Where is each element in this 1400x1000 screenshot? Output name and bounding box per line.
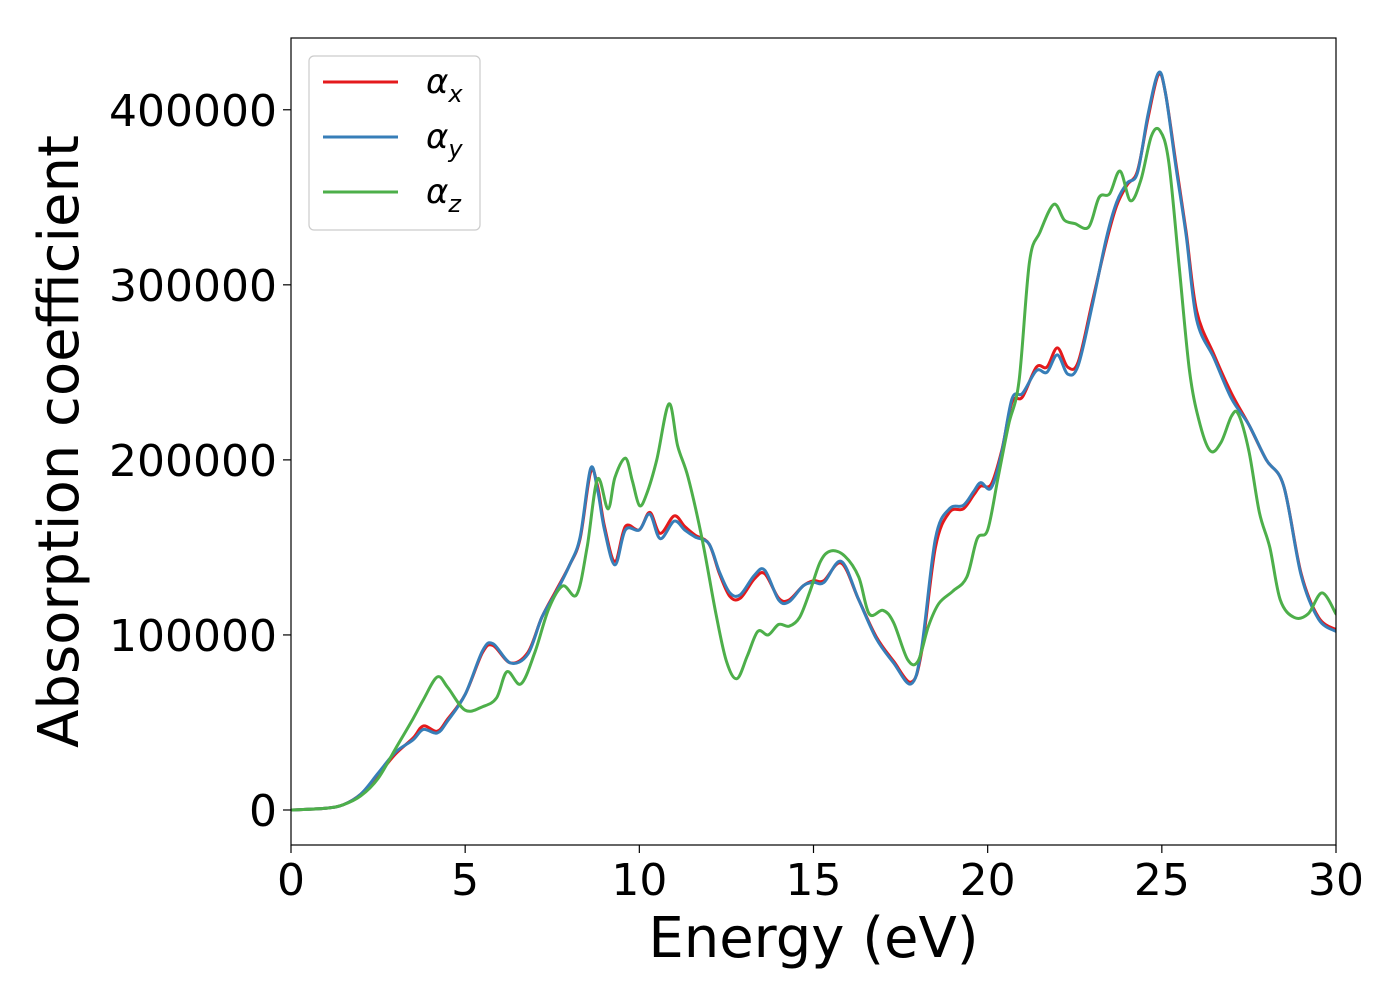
legend-label-subscript: y <box>447 135 463 163</box>
legend-label-symbol: α <box>426 117 448 157</box>
y-tick-label: 0 <box>249 786 277 837</box>
legend-label-alpha-x: αx <box>426 62 463 108</box>
legend-label-alpha-z: αz <box>426 172 462 218</box>
x-axis-ticks: 0 5 10 15 20 25 30 <box>277 845 1364 906</box>
x-tick-label: 0 <box>277 855 305 906</box>
legend-label-alpha-y: αy <box>426 117 463 163</box>
y-tick-label: 400000 <box>109 86 277 137</box>
series-layer <box>291 70 1336 812</box>
series-line-alpha-y <box>291 70 1336 812</box>
legend-label-subscript: x <box>447 80 463 108</box>
legend-label-symbol: α <box>426 172 448 212</box>
y-tick-label: 300000 <box>109 261 277 312</box>
y-tick-label: 100000 <box>109 611 277 662</box>
series-line-alpha-z <box>291 126 1336 812</box>
y-tick-label: 200000 <box>109 436 277 487</box>
x-tick-label: 30 <box>1308 855 1364 906</box>
y-axis-title: Absorption coefficient <box>27 135 92 748</box>
x-tick-label: 15 <box>786 855 842 906</box>
x-axis-title: Energy (eV) <box>648 906 978 971</box>
legend-box <box>308 55 481 231</box>
x-tick-label: 20 <box>960 855 1016 906</box>
legend-label-subscript: z <box>447 190 462 218</box>
legend-label-symbol: α <box>426 62 448 102</box>
y-axis-ticks: 0 100000 200000 300000 400000 <box>109 86 291 837</box>
x-tick-label: 10 <box>611 855 667 906</box>
x-tick-label: 5 <box>451 855 479 906</box>
x-tick-label: 25 <box>1134 855 1190 906</box>
